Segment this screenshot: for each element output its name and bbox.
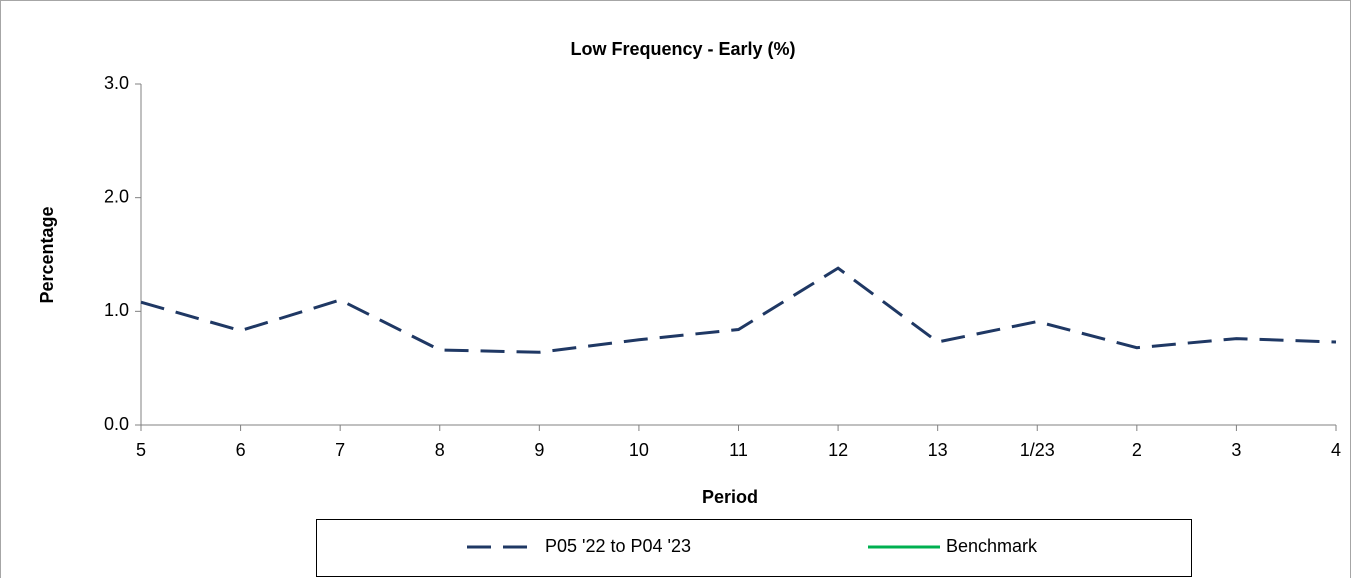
x-tick-label: 8 bbox=[435, 440, 445, 460]
x-tick-label: 12 bbox=[828, 440, 848, 460]
x-tick-label: 6 bbox=[236, 440, 246, 460]
x-tick-label: 3 bbox=[1231, 440, 1241, 460]
x-axis-title: Period bbox=[702, 487, 758, 507]
x-tick-label: 10 bbox=[629, 440, 649, 460]
x-tick-label: 7 bbox=[335, 440, 345, 460]
y-tick-label: 3.0 bbox=[104, 73, 129, 93]
x-tick-label: 1/23 bbox=[1020, 440, 1055, 460]
x-tick-label: 4 bbox=[1331, 440, 1341, 460]
y-tick-label: 0.0 bbox=[104, 414, 129, 434]
y-tick-label: 1.0 bbox=[104, 300, 129, 320]
x-tick-label: 13 bbox=[928, 440, 948, 460]
legend-label: P05 '22 to P04 '23 bbox=[545, 536, 691, 556]
x-tick-label: 2 bbox=[1132, 440, 1142, 460]
x-tick-label: 11 bbox=[729, 440, 748, 460]
y-axis-title: Percentage bbox=[37, 206, 57, 303]
x-tick-label: 5 bbox=[136, 440, 146, 460]
y-tick-label: 2.0 bbox=[104, 186, 129, 206]
legend-box bbox=[316, 519, 1192, 577]
x-tick-label: 9 bbox=[534, 440, 544, 460]
legend-label: Benchmark bbox=[946, 536, 1038, 556]
chart-title: Low Frequency - Early (%) bbox=[570, 39, 795, 59]
data-line bbox=[140, 266, 1337, 354]
